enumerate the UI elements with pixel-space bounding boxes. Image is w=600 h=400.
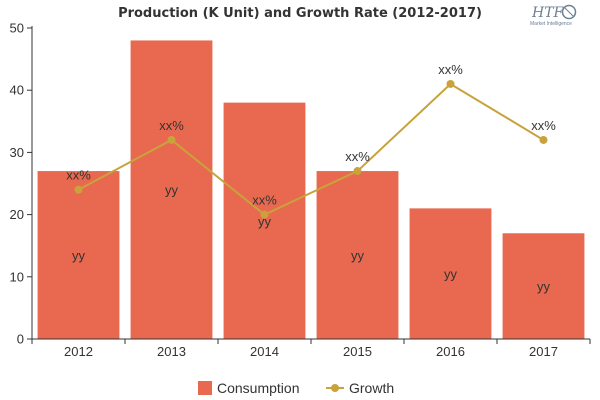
- bar: [409, 208, 492, 339]
- x-tick-label: 2015: [343, 344, 372, 359]
- x-tick-label: 2017: [529, 344, 558, 359]
- y-tick-label: 40: [10, 83, 24, 98]
- x-tick-label: 2016: [436, 344, 465, 359]
- logo: HTF Market Intelligence: [530, 4, 577, 27]
- growth-data-label: xx%: [531, 118, 556, 133]
- line-data-labels: xx% xx% xx% xx% xx% xx%: [66, 62, 556, 208]
- bar: [502, 233, 585, 339]
- chart-title: Production (K Unit) and Growth Rate (201…: [118, 6, 482, 21]
- bar: [37, 171, 120, 339]
- growth-point: [260, 210, 269, 219]
- growth-data-label: xx%: [345, 149, 370, 164]
- y-tick-label: 50: [10, 21, 24, 36]
- y-tick-label: 20: [10, 207, 24, 222]
- logo-text: HTF: [531, 5, 565, 21]
- growth-point: [539, 135, 548, 144]
- y-tick-label: 10: [10, 269, 24, 284]
- bar-data-label: yy: [165, 183, 179, 198]
- bar: [223, 102, 306, 339]
- y-tick-label: 30: [10, 145, 24, 160]
- bar-data-labels: yy yy yy yy yy yy: [72, 183, 551, 294]
- growth-data-label: xx%: [159, 118, 184, 133]
- x-tick-label: 2012: [64, 344, 93, 359]
- growth-data-label: xx%: [252, 193, 277, 208]
- legend: Consumption Growth: [198, 380, 394, 396]
- legend-label-growth: Growth: [349, 380, 394, 396]
- growth-point: [167, 135, 176, 144]
- bar-data-label: yy: [258, 214, 272, 229]
- line-series: [74, 79, 548, 219]
- legend-swatch-growth-marker: [331, 384, 339, 392]
- growth-point: [446, 79, 455, 88]
- bar-data-label: yy: [72, 248, 86, 263]
- bar-data-label: yy: [351, 248, 365, 263]
- y-tick-label: 0: [17, 332, 24, 347]
- logo-subtext: Market Intelligence: [530, 21, 572, 27]
- bar-data-label: yy: [444, 267, 458, 282]
- x-axis: 2012 2013 2014 2015 2016 2017: [31, 338, 591, 359]
- y-axis: 0 10 20 30 40 50: [10, 21, 33, 347]
- growth-data-label: xx%: [66, 168, 91, 183]
- legend-label-consumption: Consumption: [217, 380, 300, 396]
- legend-swatch-consumption: [198, 381, 212, 395]
- bar-series: [37, 40, 585, 339]
- growth-point: [74, 185, 83, 194]
- growth-point: [353, 167, 362, 176]
- x-tick-label: 2014: [250, 344, 279, 359]
- bar: [130, 40, 213, 339]
- x-tick-label: 2013: [157, 344, 186, 359]
- bar-data-label: yy: [537, 279, 551, 294]
- bar: [316, 171, 399, 339]
- growth-line: [78, 82, 545, 216]
- growth-data-label: xx%: [438, 62, 463, 77]
